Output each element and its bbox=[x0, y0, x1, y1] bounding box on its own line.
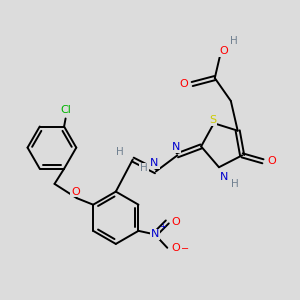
Text: O: O bbox=[267, 156, 276, 166]
Text: N: N bbox=[150, 158, 159, 168]
Text: O: O bbox=[171, 243, 180, 253]
Text: O: O bbox=[179, 79, 188, 89]
Text: N: N bbox=[220, 172, 229, 182]
Text: −: − bbox=[181, 244, 189, 254]
Text: H: H bbox=[116, 147, 124, 157]
Text: S: S bbox=[209, 115, 216, 125]
Text: H: H bbox=[231, 178, 239, 189]
Text: +: + bbox=[159, 223, 166, 232]
Text: O: O bbox=[171, 217, 180, 227]
Text: N: N bbox=[151, 230, 159, 239]
Text: N: N bbox=[172, 142, 180, 152]
Text: Cl: Cl bbox=[60, 105, 71, 115]
Text: O: O bbox=[219, 46, 228, 56]
Text: O: O bbox=[71, 187, 80, 196]
Text: H: H bbox=[140, 164, 148, 173]
Text: H: H bbox=[230, 36, 238, 46]
